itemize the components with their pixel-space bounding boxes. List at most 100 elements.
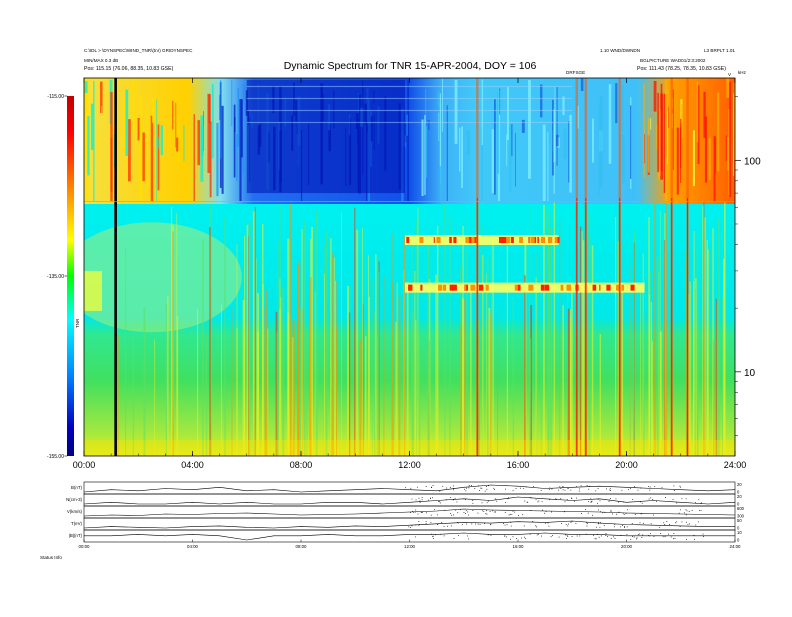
high-band-strip (461, 126, 463, 188)
high-band-strip (137, 118, 140, 141)
high-band-strip (562, 96, 565, 116)
high-band-strip (140, 96, 143, 199)
low-band-strip (392, 281, 394, 456)
panel-point (521, 537, 522, 539)
panel-point (555, 498, 557, 500)
panel-point (613, 526, 615, 528)
high-band-strip (621, 84, 624, 132)
panel-point (418, 525, 420, 527)
x-tick-label: 20:00 (615, 460, 638, 470)
panel-point (616, 513, 617, 515)
panel-point (477, 523, 479, 525)
panel-point (639, 501, 641, 503)
low-band-strip (301, 229, 303, 456)
low-band-strip (254, 206, 256, 456)
colorbar-label: TNR (75, 318, 80, 328)
panel-x-tick-label: 08:00 (296, 544, 308, 549)
high-band-strip (97, 134, 99, 160)
band-low-base (84, 204, 735, 456)
panel-point (475, 523, 476, 525)
parameter-panels: B(nT)200N(cm-3)200V(km/s)600300T(eV)500|… (66, 481, 745, 543)
panel-tick-label: 0 (737, 538, 740, 543)
panel-point (551, 511, 553, 513)
high-band-strip (139, 119, 141, 157)
panel-point (549, 499, 551, 501)
low-band-strip (306, 328, 308, 456)
panel-point (485, 486, 487, 487)
high-band-strip (667, 111, 668, 164)
high-band-strip (220, 79, 222, 159)
x-tick-label: 16:00 (507, 460, 530, 470)
emission-band-blob (554, 237, 558, 244)
panel-point (540, 490, 542, 491)
panel-point (490, 523, 492, 525)
low-band-strip (236, 244, 238, 456)
panel-point (579, 535, 581, 537)
low-band-strip (470, 286, 472, 456)
panel-point (681, 497, 683, 499)
emission-band-blob (433, 237, 435, 244)
high-band-strip (704, 116, 708, 183)
panel-point (624, 526, 625, 528)
high-band-strip (680, 104, 684, 138)
panel-point (681, 521, 683, 523)
panel-point (576, 535, 578, 537)
high-band-strip (553, 109, 556, 163)
panel-point (451, 514, 452, 516)
panel-point (563, 511, 565, 513)
panel-point (531, 497, 533, 499)
panel-point (458, 522, 459, 524)
panel-point (512, 490, 514, 492)
panel-point (464, 499, 466, 501)
panel-point (526, 501, 528, 503)
panel-point (698, 499, 700, 501)
panel-point (425, 486, 427, 487)
high-band-strip (90, 103, 94, 150)
high-band-strip (643, 83, 645, 178)
panel-point (633, 536, 635, 538)
low-band-strip (415, 219, 417, 456)
panel-point (564, 501, 566, 503)
low-band-strip (396, 282, 398, 456)
high-band-strip (493, 99, 496, 195)
low-band-strip (529, 210, 531, 456)
panel-point (418, 497, 420, 499)
low-band-strip (642, 314, 645, 456)
panel-point (570, 497, 572, 499)
low-band-strip (562, 305, 564, 456)
panel-point (522, 514, 524, 516)
emission-band-blob (452, 284, 457, 291)
low-band-strip (406, 281, 409, 456)
panel-point (686, 510, 688, 512)
panel-point (551, 488, 553, 490)
panel-point (632, 499, 634, 500)
low-band-strip (246, 224, 249, 456)
panel-point (465, 513, 467, 514)
low-band-strip (559, 220, 561, 456)
high-band-streak (246, 85, 573, 88)
high-band-strip (237, 87, 239, 148)
panel-point (449, 487, 451, 488)
emission-band-blob (499, 237, 505, 244)
panel-point (566, 499, 568, 501)
panel-tick-label: 300 (737, 514, 745, 519)
high-band-strip (717, 92, 720, 172)
panel-point (456, 501, 458, 503)
high-band-strip (209, 121, 212, 198)
panel-point (630, 538, 632, 540)
low-band-strip (640, 287, 641, 456)
low-band-strip (717, 218, 720, 456)
y-tick-label: 100 (744, 156, 761, 167)
panel-point (460, 509, 462, 510)
panel-label: N(cm-3) (66, 497, 82, 502)
panel-point (474, 488, 476, 489)
high-band-strip (197, 120, 201, 166)
low-band-strip (197, 308, 199, 456)
low-band-strip (722, 258, 725, 456)
high-band-strip (221, 105, 224, 194)
panel-point (670, 536, 672, 538)
panel-tick-label: 10 (737, 530, 742, 535)
high-band-strip (100, 81, 103, 114)
emission-band-blob (469, 237, 472, 244)
burst-core (576, 198, 578, 456)
